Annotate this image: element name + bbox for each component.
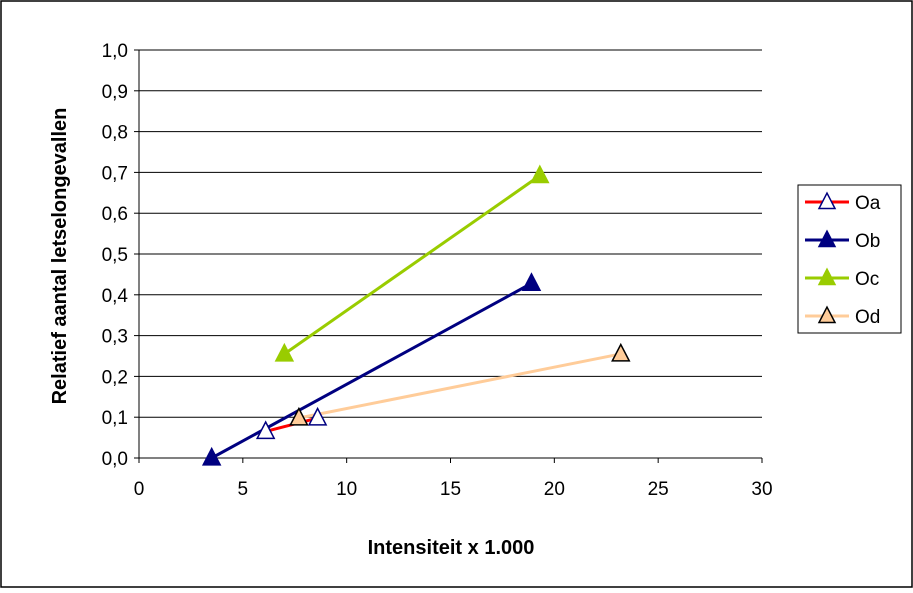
x-tick-label: 20 — [544, 479, 565, 500]
data-point-oa — [307, 406, 328, 426]
legend: Oa Ob Oc Od — [797, 184, 902, 334]
data-point-oc — [530, 164, 550, 184]
legend-label-od: Od — [855, 307, 880, 328]
y-tick-label: 0,1 — [102, 408, 128, 429]
y-tick-label: 1,0 — [102, 41, 128, 62]
y-tick-label: 0,8 — [102, 123, 128, 144]
series-line-oc — [283, 174, 541, 356]
axes — [134, 49, 763, 463]
x-tick-label: 15 — [440, 479, 461, 500]
y-tick-label: 0,9 — [102, 82, 128, 103]
y-tick-label: 0,0 — [102, 449, 128, 470]
legend-marker-ob — [817, 229, 837, 248]
legend-marker-oc — [817, 267, 837, 286]
data-point-oc — [274, 342, 295, 362]
data-point-od — [611, 342, 631, 362]
series-group — [201, 164, 631, 466]
data-point-ob — [521, 272, 542, 292]
y-tick-label: 0,7 — [102, 163, 128, 184]
legend-label-oc: Oc — [855, 269, 879, 290]
legend-box — [797, 184, 902, 334]
data-point-oa — [255, 420, 276, 440]
series-line-od — [298, 352, 622, 420]
y-axis-label: Relatief aantal letselongevallen — [49, 108, 71, 405]
legend-marker-oa — [817, 191, 837, 210]
tick-labels: 0,0 0,1 0,2 0,3 0,4 0,5 0,6 0,7 0,8 0,9 1,0 0 5 10 15 2… — [102, 41, 773, 500]
y-tick-label: 0,3 — [102, 327, 128, 348]
y-tick-label: 0,4 — [102, 286, 129, 307]
y-tick-label: 0,6 — [102, 204, 128, 225]
legend-label-oa: Oa — [855, 193, 881, 214]
data-point-ob — [201, 446, 222, 466]
data-point-od — [289, 406, 309, 426]
x-tick-label: 5 — [238, 479, 249, 500]
x-axis-label: Intensiteit x 1.000 — [368, 537, 535, 559]
gridlines — [139, 49, 762, 418]
x-tick-label: 25 — [648, 479, 669, 500]
x-tick-label: 30 — [751, 479, 772, 500]
x-tick-label: 10 — [336, 479, 357, 500]
y-tick-label: 0,5 — [102, 245, 128, 266]
legend-marker-od — [817, 305, 837, 324]
legend-label-ob: Ob — [855, 231, 880, 252]
x-tick-label: 0 — [134, 479, 145, 500]
y-tick-label: 0,2 — [102, 367, 128, 388]
